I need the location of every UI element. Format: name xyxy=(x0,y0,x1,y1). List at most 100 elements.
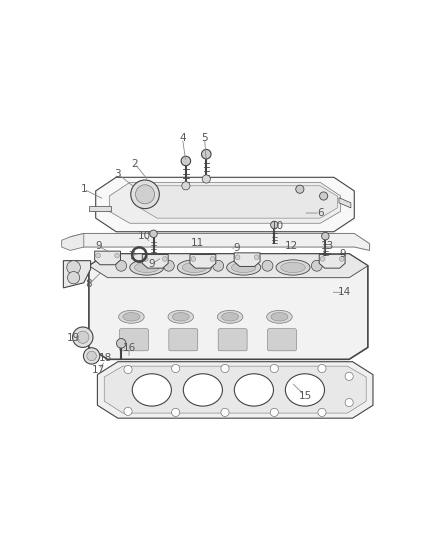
Circle shape xyxy=(83,348,99,364)
Circle shape xyxy=(201,149,211,159)
Circle shape xyxy=(212,260,223,271)
Ellipse shape xyxy=(217,310,242,323)
Circle shape xyxy=(77,331,88,343)
Circle shape xyxy=(339,256,343,261)
Circle shape xyxy=(270,365,278,373)
Circle shape xyxy=(131,180,159,208)
Polygon shape xyxy=(95,251,120,265)
Circle shape xyxy=(163,260,174,271)
Circle shape xyxy=(116,338,126,348)
Circle shape xyxy=(270,408,278,416)
Text: 12: 12 xyxy=(284,241,297,251)
Ellipse shape xyxy=(123,312,140,321)
Circle shape xyxy=(254,255,258,260)
Text: 15: 15 xyxy=(298,391,311,401)
Ellipse shape xyxy=(132,374,171,406)
Text: 7: 7 xyxy=(128,251,134,261)
Ellipse shape xyxy=(231,262,255,272)
Ellipse shape xyxy=(130,260,163,275)
Circle shape xyxy=(95,253,100,258)
Text: 8: 8 xyxy=(85,279,92,289)
Polygon shape xyxy=(190,255,215,268)
Text: 16: 16 xyxy=(122,343,135,353)
Circle shape xyxy=(209,256,214,261)
Text: 17: 17 xyxy=(92,365,105,375)
FancyBboxPatch shape xyxy=(169,329,198,351)
Circle shape xyxy=(317,365,325,373)
Text: 10: 10 xyxy=(271,221,284,231)
Circle shape xyxy=(202,175,210,183)
Polygon shape xyxy=(104,366,365,413)
Ellipse shape xyxy=(183,374,222,406)
Circle shape xyxy=(162,256,167,261)
Circle shape xyxy=(319,256,324,261)
Text: 9: 9 xyxy=(95,241,102,252)
Ellipse shape xyxy=(266,310,292,323)
Polygon shape xyxy=(142,255,168,268)
Text: 14: 14 xyxy=(337,287,350,297)
Circle shape xyxy=(124,366,132,374)
Circle shape xyxy=(67,271,80,284)
Circle shape xyxy=(171,365,179,373)
Text: 18: 18 xyxy=(99,353,112,364)
Circle shape xyxy=(116,260,127,271)
Text: 3: 3 xyxy=(114,169,121,179)
Text: 13: 13 xyxy=(320,241,333,251)
Ellipse shape xyxy=(182,262,206,272)
Circle shape xyxy=(72,327,93,348)
Polygon shape xyxy=(97,362,372,418)
Text: 6: 6 xyxy=(316,208,323,218)
Ellipse shape xyxy=(118,310,144,323)
Ellipse shape xyxy=(221,312,238,321)
Polygon shape xyxy=(63,261,90,288)
Ellipse shape xyxy=(168,310,193,323)
Circle shape xyxy=(149,230,157,238)
Ellipse shape xyxy=(177,260,211,275)
Text: 5: 5 xyxy=(201,133,208,143)
Circle shape xyxy=(135,185,154,204)
FancyBboxPatch shape xyxy=(218,329,247,351)
Circle shape xyxy=(87,351,96,361)
Text: 19: 19 xyxy=(67,333,80,343)
Circle shape xyxy=(114,253,119,258)
Ellipse shape xyxy=(134,262,159,272)
Circle shape xyxy=(191,256,195,261)
Circle shape xyxy=(321,232,328,240)
Ellipse shape xyxy=(234,374,273,406)
Ellipse shape xyxy=(280,262,304,272)
Polygon shape xyxy=(140,186,336,218)
Ellipse shape xyxy=(270,312,287,321)
FancyBboxPatch shape xyxy=(267,329,296,351)
Circle shape xyxy=(181,182,190,190)
Circle shape xyxy=(235,255,240,260)
FancyBboxPatch shape xyxy=(119,329,148,351)
Text: 1: 1 xyxy=(80,184,87,194)
Polygon shape xyxy=(109,182,340,223)
Text: 9: 9 xyxy=(338,249,345,259)
Ellipse shape xyxy=(172,312,189,321)
Circle shape xyxy=(344,372,353,381)
Circle shape xyxy=(319,192,327,200)
Polygon shape xyxy=(318,255,344,268)
Circle shape xyxy=(311,260,321,271)
Circle shape xyxy=(220,365,229,373)
Polygon shape xyxy=(61,233,84,251)
Text: 9: 9 xyxy=(233,243,240,253)
Circle shape xyxy=(124,407,132,415)
Circle shape xyxy=(143,256,148,261)
Text: 9: 9 xyxy=(148,259,155,269)
Circle shape xyxy=(270,221,277,229)
Polygon shape xyxy=(88,206,111,211)
Text: 11: 11 xyxy=(190,238,203,248)
Circle shape xyxy=(344,399,353,407)
Ellipse shape xyxy=(276,260,309,275)
Circle shape xyxy=(317,408,325,416)
Circle shape xyxy=(261,260,272,271)
Circle shape xyxy=(67,261,80,274)
Ellipse shape xyxy=(285,374,324,406)
Polygon shape xyxy=(95,177,353,232)
Text: 2: 2 xyxy=(131,159,138,169)
Polygon shape xyxy=(88,254,367,359)
Polygon shape xyxy=(70,233,369,251)
Circle shape xyxy=(181,156,190,166)
